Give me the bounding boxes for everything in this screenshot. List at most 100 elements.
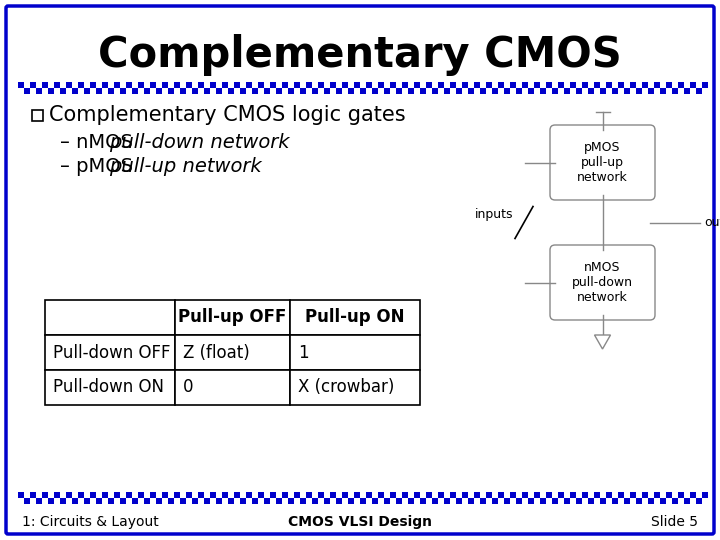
- Bar: [330, 82, 336, 88]
- Bar: [290, 370, 420, 405]
- Bar: [678, 88, 684, 94]
- Bar: [342, 498, 348, 504]
- Bar: [474, 82, 480, 88]
- Bar: [492, 492, 498, 498]
- Bar: [228, 498, 234, 504]
- Bar: [30, 498, 36, 504]
- Bar: [216, 88, 222, 94]
- Bar: [84, 88, 90, 94]
- Bar: [690, 498, 696, 504]
- Bar: [426, 492, 432, 498]
- Text: Pull-up OFF: Pull-up OFF: [179, 308, 287, 327]
- Text: – pMOS: – pMOS: [60, 158, 139, 177]
- Bar: [402, 492, 408, 498]
- Bar: [528, 82, 534, 88]
- Bar: [54, 88, 60, 94]
- Bar: [156, 88, 162, 94]
- Bar: [684, 498, 690, 504]
- Bar: [216, 82, 222, 88]
- Bar: [300, 82, 306, 88]
- Bar: [582, 498, 588, 504]
- Bar: [222, 88, 228, 94]
- Bar: [654, 88, 660, 94]
- Bar: [84, 82, 90, 88]
- Bar: [552, 82, 558, 88]
- Bar: [474, 88, 480, 94]
- Bar: [450, 82, 456, 88]
- Bar: [660, 88, 666, 94]
- Bar: [360, 88, 366, 94]
- Text: CMOS VLSI Design: CMOS VLSI Design: [288, 515, 432, 529]
- Bar: [72, 492, 78, 498]
- Bar: [594, 498, 600, 504]
- Bar: [396, 82, 402, 88]
- Bar: [228, 82, 234, 88]
- Bar: [282, 88, 288, 94]
- Bar: [108, 82, 114, 88]
- Bar: [78, 498, 84, 504]
- Bar: [306, 88, 312, 94]
- Bar: [318, 492, 324, 498]
- Bar: [45, 300, 175, 335]
- Bar: [198, 82, 204, 88]
- Bar: [312, 88, 318, 94]
- Bar: [126, 88, 132, 94]
- Bar: [175, 335, 290, 370]
- Bar: [456, 492, 462, 498]
- Bar: [564, 498, 570, 504]
- Text: output: output: [704, 216, 720, 229]
- Bar: [54, 498, 60, 504]
- Bar: [564, 492, 570, 498]
- Bar: [258, 498, 264, 504]
- Bar: [290, 335, 420, 370]
- Bar: [96, 82, 102, 88]
- Text: pull-up network: pull-up network: [109, 158, 261, 177]
- Bar: [498, 88, 504, 94]
- Bar: [456, 88, 462, 94]
- Bar: [342, 492, 348, 498]
- Bar: [672, 492, 678, 498]
- Bar: [120, 88, 126, 94]
- Bar: [624, 492, 630, 498]
- Bar: [204, 492, 210, 498]
- Bar: [630, 498, 636, 504]
- Bar: [378, 88, 384, 94]
- Bar: [264, 88, 270, 94]
- Bar: [282, 82, 288, 88]
- Text: pull-down network: pull-down network: [109, 133, 289, 152]
- Bar: [354, 498, 360, 504]
- Bar: [372, 498, 378, 504]
- Text: 1: Circuits & Layout: 1: Circuits & Layout: [22, 515, 158, 529]
- Bar: [144, 498, 150, 504]
- Bar: [444, 498, 450, 504]
- Text: Pull-down OFF: Pull-down OFF: [53, 343, 171, 361]
- Bar: [174, 82, 180, 88]
- Bar: [300, 498, 306, 504]
- Bar: [120, 82, 126, 88]
- Bar: [618, 88, 624, 94]
- Bar: [282, 498, 288, 504]
- Bar: [24, 498, 30, 504]
- Bar: [174, 492, 180, 498]
- Bar: [144, 492, 150, 498]
- Text: – nMOS: – nMOS: [60, 133, 139, 152]
- Text: Slide 5: Slide 5: [651, 515, 698, 529]
- Bar: [150, 498, 156, 504]
- Bar: [606, 88, 612, 94]
- Bar: [336, 498, 342, 504]
- Bar: [642, 492, 648, 498]
- Bar: [588, 88, 594, 94]
- Bar: [414, 498, 420, 504]
- Bar: [114, 492, 120, 498]
- Bar: [420, 82, 426, 88]
- Bar: [348, 492, 354, 498]
- Bar: [378, 492, 384, 498]
- Bar: [654, 492, 660, 498]
- Bar: [612, 82, 618, 88]
- Bar: [378, 498, 384, 504]
- Bar: [36, 82, 42, 88]
- Bar: [618, 492, 624, 498]
- Bar: [522, 498, 528, 504]
- Bar: [36, 492, 42, 498]
- Bar: [252, 498, 258, 504]
